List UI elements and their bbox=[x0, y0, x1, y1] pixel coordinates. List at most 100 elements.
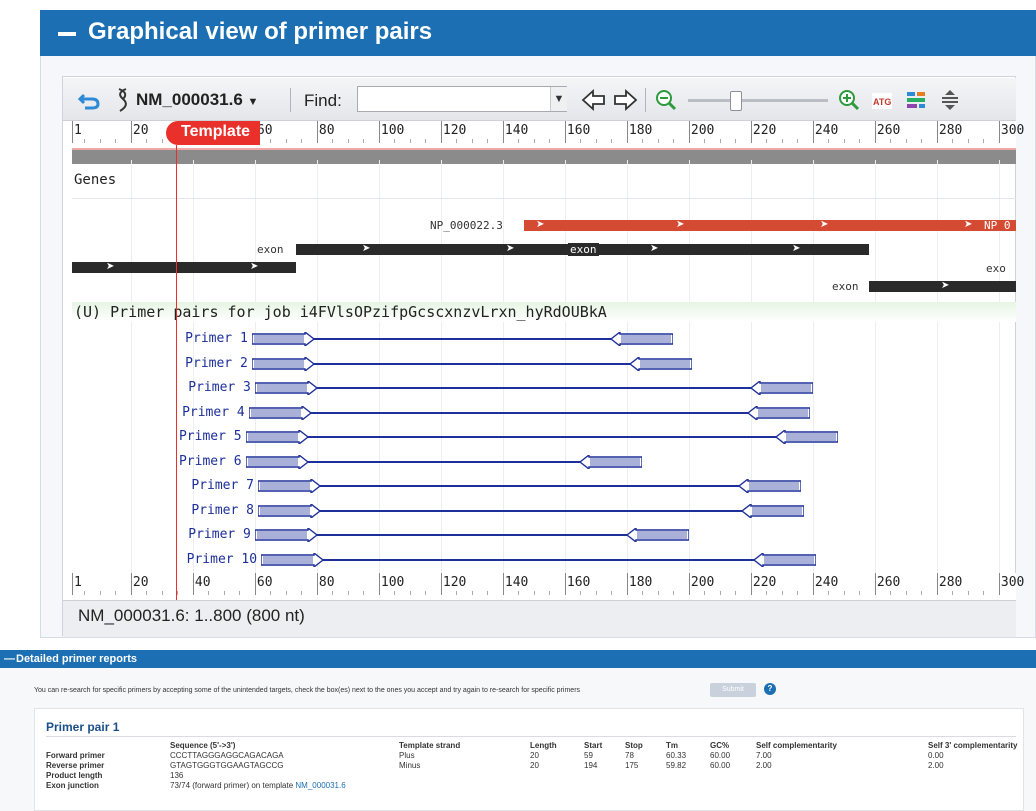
grid-line bbox=[626, 160, 628, 580]
primer-pair-amplicon[interactable] bbox=[316, 387, 751, 389]
primer-pair-amplicon[interactable] bbox=[310, 412, 748, 414]
row-label: Reverse primer bbox=[46, 761, 105, 770]
ruler-bottom-tick-label: 160 bbox=[566, 575, 591, 590]
exon-feature-bar[interactable]: ➤ bbox=[869, 280, 1016, 292]
template-position-line bbox=[176, 145, 177, 600]
forward-primer-arrow[interactable] bbox=[244, 453, 309, 471]
collapse-tracks-icon[interactable] bbox=[940, 89, 960, 111]
ruler-top-minor-tick bbox=[642, 139, 644, 143]
ruler-bottom-tick-label: 100 bbox=[380, 575, 405, 590]
gc: 60.00 bbox=[710, 761, 731, 770]
ruler-bottom-minor-tick bbox=[642, 591, 644, 595]
reverse-primer-arrow[interactable] bbox=[628, 355, 693, 373]
ruler-bottom-tick bbox=[192, 573, 194, 595]
primer-pair-amplicon[interactable] bbox=[323, 559, 754, 561]
atg-icon[interactable]: ATG bbox=[872, 91, 894, 111]
reverse-primer-arrow[interactable] bbox=[746, 404, 811, 422]
product-length-value: 136 bbox=[170, 771, 184, 780]
undo-icon[interactable] bbox=[78, 89, 102, 111]
accession-dropdown[interactable]: NM_000031.6 ▼ bbox=[136, 90, 258, 110]
reverse-primer-arrow[interactable] bbox=[579, 453, 644, 471]
previous-arrow-icon[interactable] bbox=[581, 88, 607, 112]
find-dropdown-icon[interactable]: ▼ bbox=[550, 87, 567, 111]
strand: Plus bbox=[399, 751, 415, 760]
primer-pair-amplicon[interactable] bbox=[307, 461, 581, 463]
primer-track-header bbox=[72, 302, 1016, 322]
stop: 175 bbox=[625, 761, 639, 770]
exon-junction-label: Exon junction bbox=[46, 781, 99, 790]
reverse-primer-arrow[interactable] bbox=[774, 428, 839, 446]
graphical-view-header[interactable]: Graphical view of primer pairs bbox=[40, 10, 1036, 56]
ruler-top-minor-tick bbox=[673, 139, 675, 143]
genes-track-label: Genes bbox=[74, 172, 117, 188]
zoom-slider-handle[interactable] bbox=[730, 91, 742, 111]
reverse-primer-arrow[interactable] bbox=[737, 477, 802, 495]
help-icon[interactable]: ? bbox=[764, 683, 776, 695]
find-input[interactable] bbox=[357, 86, 567, 112]
forward-primer-arrow[interactable] bbox=[257, 477, 322, 495]
protein-feature-bar[interactable]: ➤ ➤ ➤ ➤ bbox=[524, 219, 1016, 231]
primer-pair-amplicon[interactable] bbox=[316, 534, 627, 536]
submit-button[interactable]: Submit bbox=[710, 683, 756, 697]
reverse-primer-arrow[interactable] bbox=[625, 526, 690, 544]
self-complementarity: 7.00 bbox=[756, 751, 772, 760]
column-header: Template strand bbox=[399, 741, 461, 750]
next-arrow-icon[interactable] bbox=[612, 88, 638, 112]
forward-primer-arrow[interactable] bbox=[244, 428, 309, 446]
primer-pair-amplicon[interactable] bbox=[313, 363, 630, 365]
ruler-top-minor-tick bbox=[859, 139, 861, 143]
ruler-top-tick-label: 80 bbox=[318, 123, 335, 138]
protein-label: NP_000022.3 bbox=[430, 219, 503, 232]
forward-primer-arrow[interactable] bbox=[247, 404, 312, 422]
reverse-primer-arrow[interactable] bbox=[752, 551, 817, 569]
accession-label: NM_000031.6 bbox=[136, 90, 243, 109]
reverse-primer-arrow[interactable] bbox=[740, 502, 805, 520]
ruler-top-tick bbox=[626, 121, 628, 143]
collapse-icon[interactable]: — bbox=[4, 653, 15, 665]
exon-label: exon bbox=[832, 280, 859, 293]
primer-pair-amplicon[interactable] bbox=[320, 510, 742, 512]
forward-primer-arrow[interactable] bbox=[251, 355, 315, 373]
column-header: Self 3' complementarity bbox=[928, 741, 1018, 750]
ruler-top-tick bbox=[72, 121, 73, 143]
ruler-bottom-minor-tick bbox=[611, 591, 613, 595]
zoom-slider-track[interactable] bbox=[688, 99, 828, 102]
ruler-bottom-tick bbox=[316, 573, 318, 595]
ruler-top-minor-tick bbox=[409, 139, 411, 143]
zoom-out-icon[interactable] bbox=[655, 89, 677, 111]
ruler-top-minor-tick bbox=[843, 139, 845, 143]
forward-primer-arrow[interactable] bbox=[254, 526, 319, 544]
ruler-bottom-minor-tick bbox=[239, 591, 241, 595]
forward-primer-arrow[interactable] bbox=[251, 330, 315, 348]
forward-primer-arrow[interactable] bbox=[257, 502, 322, 520]
template-marker[interactable] bbox=[166, 121, 260, 145]
zoom-in-icon[interactable] bbox=[838, 89, 860, 111]
primer-label: Primer 8 bbox=[191, 503, 254, 518]
track-settings-icon[interactable] bbox=[906, 90, 928, 110]
primer-pair-amplicon[interactable] bbox=[320, 485, 739, 487]
exon-inline-label: exon bbox=[568, 243, 599, 256]
forward-primer-arrow[interactable] bbox=[254, 379, 319, 397]
column-header: Self complementarity bbox=[756, 741, 837, 750]
primer-reports-header[interactable]: — Detailed primer reports bbox=[0, 650, 1036, 668]
collapse-icon[interactable] bbox=[58, 32, 76, 36]
ruler-top-minor-tick bbox=[394, 139, 396, 143]
forward-primer-arrow[interactable] bbox=[260, 551, 325, 569]
reverse-primer-arrow[interactable] bbox=[610, 330, 675, 348]
reverse-primer-arrow[interactable] bbox=[749, 379, 814, 397]
ruler-bottom-minor-tick bbox=[409, 591, 411, 595]
ruler-bottom-tick bbox=[440, 573, 442, 595]
gc: 60.00 bbox=[710, 751, 731, 760]
grid-line bbox=[564, 160, 566, 580]
ruler-top-tick-label: 20 bbox=[132, 123, 149, 138]
ruler-top-minor-tick bbox=[549, 139, 551, 143]
column-header: Tm bbox=[666, 741, 678, 750]
ruler-top-minor-tick bbox=[595, 139, 597, 143]
exon-feature-bar[interactable]: ➤ ➤ bbox=[72, 261, 296, 273]
ruler-bottom-minor-tick bbox=[533, 591, 535, 595]
self-complementarity: 2.00 bbox=[756, 761, 772, 770]
primer-pair-amplicon[interactable] bbox=[313, 338, 612, 340]
primer-pair-amplicon[interactable] bbox=[307, 436, 776, 438]
exon-junction-link[interactable]: NM_000031.6 bbox=[295, 781, 346, 790]
ruler-top-minor-tick bbox=[704, 139, 706, 143]
